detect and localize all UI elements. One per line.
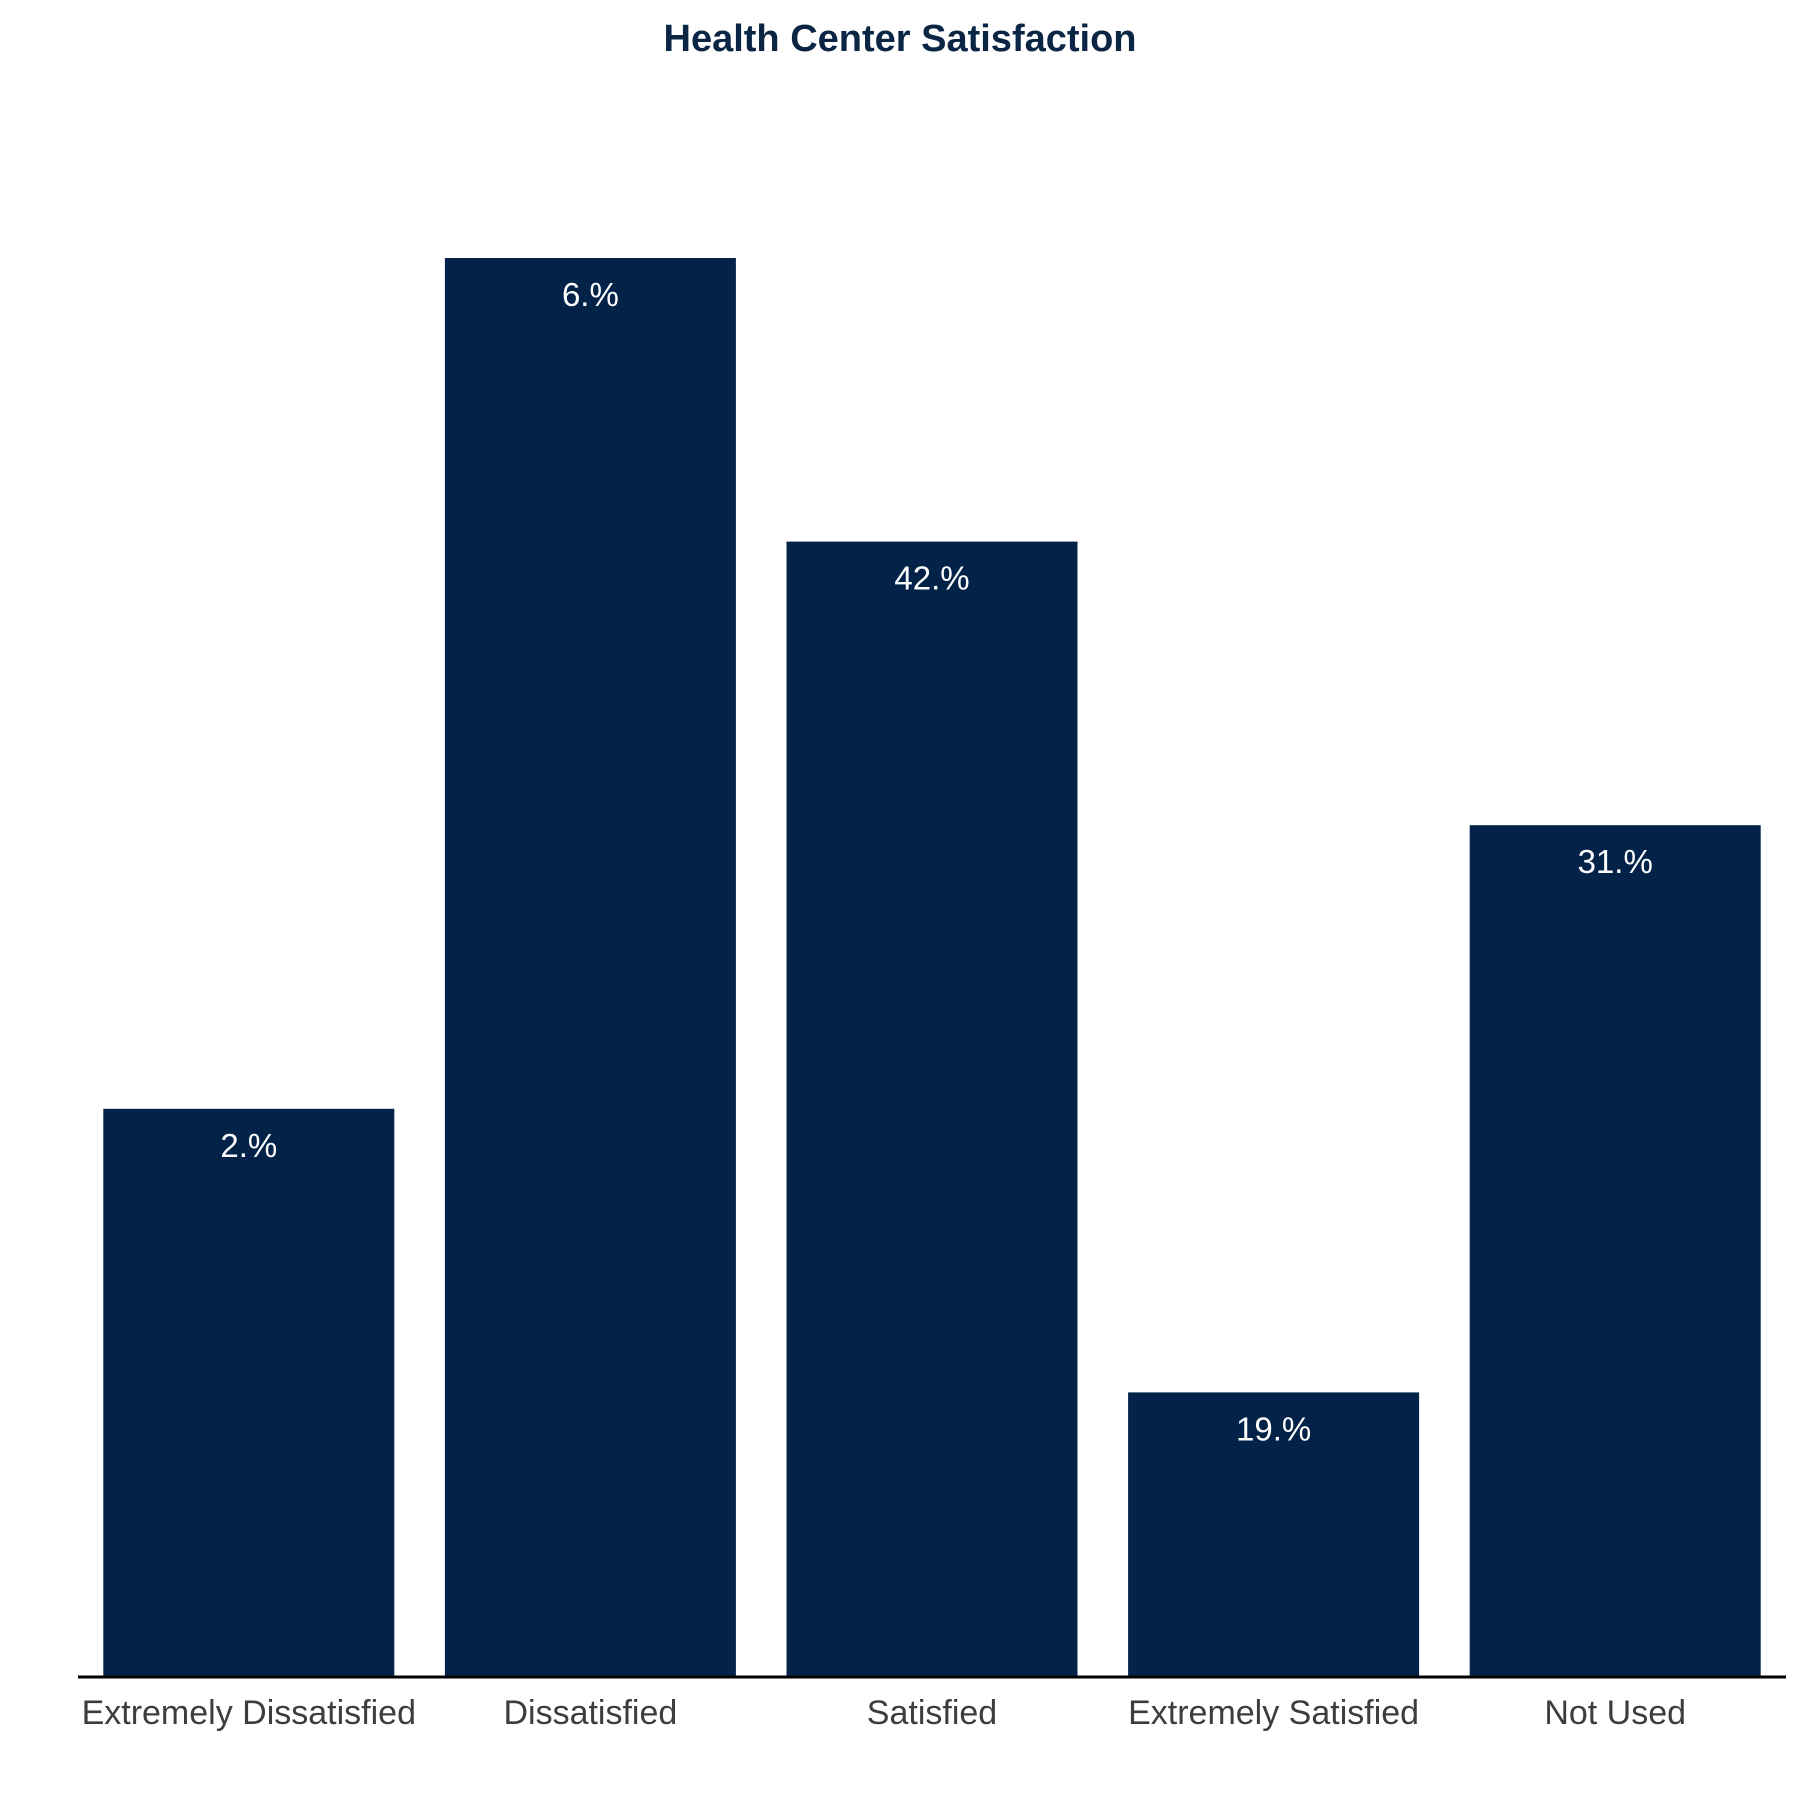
bar-extremely-dissatisfied — [103, 1108, 395, 1676]
x-tick-label: Extremely Satisfied — [1128, 1694, 1419, 1732]
bar-value-label: 2.% — [220, 1127, 277, 1164]
bar-not-used — [1469, 825, 1761, 1676]
bar-dissatisfied — [444, 258, 736, 1676]
bar-value-label: 6.% — [562, 276, 619, 313]
bar-extremely-satisfied — [1128, 1392, 1420, 1676]
x-tick-label: Satisfied — [867, 1694, 997, 1732]
x-tick-label: Not Used — [1544, 1694, 1686, 1732]
x-tick-labels-layer: Extremely Dissatisfied Dissatisfied Satisf… — [82, 1694, 1686, 1732]
chart-title: Health Center Satisfaction — [663, 18, 1137, 60]
bar-value-label: 19.% — [1236, 1410, 1311, 1447]
value-labels-layer: 2.% 6.% 42.% 19.% 31.% — [220, 276, 1652, 1447]
bar-value-label: 31.% — [1578, 843, 1653, 880]
bars-layer — [103, 258, 1761, 1676]
bar-value-label: 42.% — [894, 560, 969, 597]
x-tick-label: Dissatisfied — [503, 1694, 677, 1732]
x-tick-label: Extremely Dissatisfied — [82, 1694, 416, 1732]
bar-satisfied — [786, 541, 1078, 1676]
